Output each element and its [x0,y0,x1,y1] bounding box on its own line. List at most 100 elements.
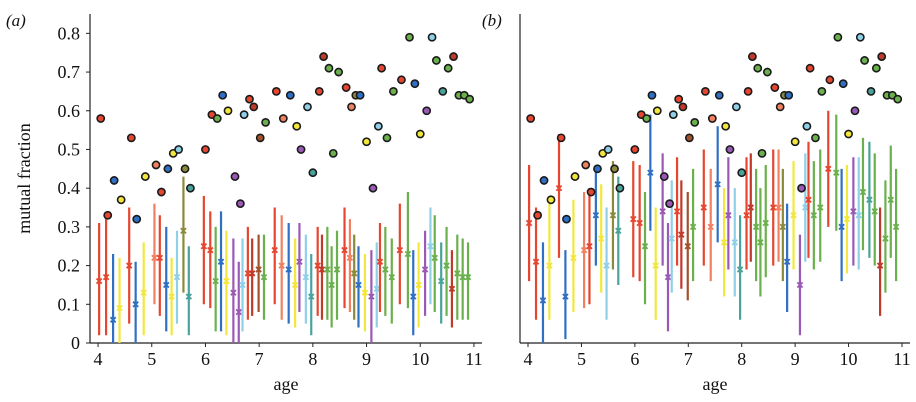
observed-point [642,114,652,123]
interval-marker [235,308,242,316]
observed-point [743,87,753,96]
observed-point [368,183,378,193]
interval-marker [871,208,878,215]
interval-marker [278,262,285,269]
observed-point [690,117,700,127]
interval-marker [855,212,862,219]
x-tick-label: 5 [147,349,156,369]
interval-marker [180,227,187,234]
interval-marker [285,266,292,273]
panel-label: (a) [6,11,26,30]
observed-point [285,90,295,100]
interval-marker [892,223,900,231]
observed-point [334,67,344,77]
interval-marker [714,181,721,188]
interval-marker [747,204,755,211]
observed-point [397,75,406,85]
observed-point [855,32,865,42]
interval-marker [743,212,750,219]
observed-point [245,94,254,104]
y-tick-label: 0.6 [58,101,81,121]
interval-marker [882,235,889,242]
observed-point [382,133,392,143]
observed-point [223,106,233,116]
interval-marker [248,270,256,277]
observed-point [753,63,763,73]
observed-point [180,164,190,174]
interval-marker [260,273,268,281]
interval-marker [223,277,230,285]
interval-marker [630,215,637,223]
chart-panel-b: (b) 4 5 6 7 8 9 10 11 age [482,11,911,394]
observed-point [615,183,625,193]
interval-marker [151,254,158,262]
interval-marker [140,289,147,296]
x-tick-label: 7 [255,349,264,369]
observed-point [877,52,887,61]
observed-point [833,32,843,42]
x-tick-label: 9 [791,349,800,369]
x-axis-label: age [274,374,299,394]
interval-marker [802,204,809,211]
interval-marker [410,293,417,300]
interval-marker [173,273,181,281]
observed-point [415,129,425,139]
y-tick-label: 0.8 [58,23,81,43]
observed-point [271,87,281,96]
interval-marker [825,165,832,173]
interval-marker [355,281,362,289]
interval-marker [678,231,685,238]
interval-marker [641,242,649,250]
x-axis-label: age [703,374,728,394]
observed-point [678,102,688,112]
interval-marker [859,188,867,196]
interval-marker [757,239,764,246]
interval-marker [125,262,133,269]
observed-point [714,90,724,100]
observed-point [556,133,566,143]
observed-point [410,79,420,89]
interval-marker [207,246,214,254]
observed-point [802,121,812,131]
interval-marker [217,258,225,265]
interval-marker [796,281,804,289]
observed-point [784,90,794,100]
y-tick-label: 0 [71,333,80,353]
interval-marker [752,223,760,231]
observed-point [303,102,312,112]
observed-point [533,210,543,220]
observed-point [684,133,694,143]
interval-marker [239,281,246,289]
observed-point [278,114,288,123]
interval-marker [163,281,170,289]
observed-point [659,172,669,181]
observed-point [707,114,717,123]
observed-point [526,114,536,123]
interval-marker [555,184,563,192]
interval-marker [805,196,812,204]
observed-point [762,67,772,77]
observed-point [570,172,580,181]
interval-marker [720,239,728,246]
interval-marker [437,277,445,285]
interval-marker [296,258,303,265]
interval-marker [396,246,404,254]
interval-marker [255,266,262,273]
interval-marker [664,273,672,281]
interval-marker [95,277,103,285]
observed-point [201,145,210,154]
interval-marker [373,285,380,293]
interval-marker [647,169,654,176]
observed-point [721,121,731,131]
observed-point [377,63,386,73]
interval-marker [443,262,450,269]
y-tick-label: 0.7 [58,62,81,82]
observed-point [539,176,549,185]
observed-point [737,168,747,178]
observed-point [239,110,249,120]
observed-point [725,145,735,154]
interval-marker [448,285,456,293]
x-tick-label: 9 [362,349,371,369]
observed-point [747,52,757,61]
observed-point [593,164,602,174]
